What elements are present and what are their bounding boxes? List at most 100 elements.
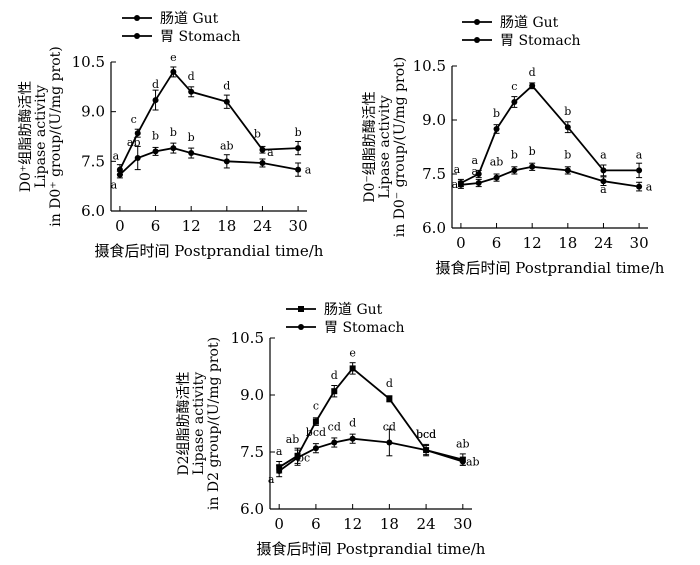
- significance-letter: d: [529, 66, 536, 79]
- data-point: [493, 174, 500, 181]
- y-tick-label: 6.0: [240, 500, 264, 518]
- chart-panel-1: 6.0 7.5 9.0 10.5 0 6 12 18 24 30 摄食后时间 Postprandia…: [18, 11, 324, 260]
- significance-letter: a: [646, 181, 653, 194]
- chart-panel-3: 6.0 7.5 9.0 10.5 0 6 12 18 24 30 摄食后时间 Postprandia…: [176, 302, 486, 558]
- significance-letter: d: [331, 369, 338, 382]
- data-point: [349, 435, 356, 442]
- significance-letter: d: [188, 70, 195, 83]
- series-line-stomach: [460, 165, 640, 188]
- significance-letter: b: [564, 148, 571, 161]
- data-point: [636, 167, 643, 174]
- significance-letter: bcd: [416, 428, 436, 441]
- significance-letter: ab: [220, 139, 234, 152]
- data-point: [331, 439, 338, 446]
- data-point: [511, 99, 518, 105]
- data-point: [223, 98, 230, 105]
- y-tick-label: 10.5: [413, 57, 446, 75]
- legend: 肠道 Gut 胃 Stomach: [462, 15, 581, 49]
- x-axis-label: 摄食后时间 Postprandial time/h: [436, 259, 665, 277]
- significance-letter: a: [471, 165, 478, 178]
- significance-letter: a: [267, 146, 274, 159]
- y-tick-label: 10.5: [72, 53, 105, 71]
- significance-letter: c: [511, 80, 517, 93]
- y-axis-label: in D2 group/(U/mg prot): [206, 337, 222, 510]
- series-line-gut: [119, 70, 299, 171]
- significance-letter: bc: [297, 452, 310, 465]
- y-tick-label: 9.0: [422, 111, 446, 129]
- y-tick-label: 9.0: [240, 386, 264, 404]
- data-point: [312, 418, 319, 425]
- x-tick-label: 6: [311, 515, 321, 533]
- significance-letter: b: [564, 105, 571, 118]
- y-axis-label: D2组脂肪酶活性: [176, 371, 192, 475]
- y-tick-label: 7.5: [81, 152, 105, 170]
- legend-marker: [134, 15, 140, 21]
- data-point: [386, 439, 393, 446]
- significance-letter: ab: [466, 456, 480, 469]
- series-line-gut: [460, 84, 640, 184]
- data-point: [493, 126, 500, 132]
- significance-letter: b: [188, 131, 195, 144]
- legend-label-gut: 肠道 Gut: [160, 11, 219, 27]
- series-line-stomach: [119, 147, 299, 176]
- y-axis-label: in D0⁻ group/(U/mg prot): [392, 57, 408, 238]
- significance-letter: ab: [456, 438, 470, 451]
- data-point: [600, 167, 607, 174]
- significance-letter: cd: [383, 421, 396, 434]
- data-point: [386, 395, 393, 402]
- data-point: [459, 458, 466, 465]
- legend-label-stomach: 胃 Stomach: [324, 320, 405, 336]
- data-point: [349, 365, 356, 372]
- x-tick-label: 0: [456, 234, 466, 252]
- legend-label-stomach: 胃 Stomach: [160, 29, 241, 45]
- legend: 肠道 Gut 胃 Stomach: [286, 302, 405, 336]
- data-point: [116, 171, 123, 178]
- data-point: [564, 124, 571, 131]
- significance-letter: b: [529, 145, 536, 158]
- x-tick-label: 12: [182, 217, 201, 235]
- significance-letter: e: [170, 51, 177, 64]
- legend-marker: [298, 324, 304, 330]
- x-tick-label: 0: [115, 217, 125, 235]
- significance-letter: a: [113, 150, 120, 163]
- significance-letter: a: [268, 473, 275, 486]
- significance-letter: e: [349, 346, 356, 359]
- significance-letter: a: [471, 154, 478, 167]
- series-line-stomach: [278, 437, 464, 472]
- x-tick-label: 24: [594, 234, 613, 252]
- significance-letter: d: [152, 78, 159, 91]
- data-point: [152, 148, 159, 155]
- x-tick-label: 24: [253, 217, 272, 235]
- data-point: [423, 447, 430, 454]
- data-point: [331, 388, 338, 395]
- data-point: [170, 68, 177, 75]
- y-axis-label: Lipase activity: [33, 85, 49, 188]
- significance-letter: a: [636, 148, 643, 161]
- significance-letter: b: [493, 107, 500, 120]
- data-point: [259, 146, 266, 153]
- data-point: [511, 167, 518, 174]
- significance-letter: ab: [127, 136, 141, 149]
- data-point: [188, 150, 195, 157]
- data-point: [312, 445, 319, 452]
- significance-letter: ab: [286, 433, 300, 446]
- x-tick-label: 12: [523, 234, 542, 252]
- x-tick-label: 18: [380, 515, 399, 533]
- data-point: [295, 145, 302, 152]
- y-tick-label: 7.5: [422, 165, 446, 183]
- significance-letter: b: [152, 129, 159, 142]
- x-tick-label: 24: [417, 515, 436, 533]
- data-point: [600, 178, 607, 185]
- y-axis-label: D0⁻组脂肪酶活性: [362, 91, 378, 203]
- x-tick-label: 6: [151, 217, 161, 235]
- x-tick-label: 0: [274, 515, 284, 533]
- significance-letter: a: [276, 445, 283, 458]
- x-axis-label: 摄食后时间 Postprandial time/h: [95, 242, 324, 260]
- data-point: [188, 88, 195, 95]
- legend-marker: [298, 306, 304, 312]
- significance-letter: a: [305, 164, 312, 177]
- data-point: [223, 158, 230, 165]
